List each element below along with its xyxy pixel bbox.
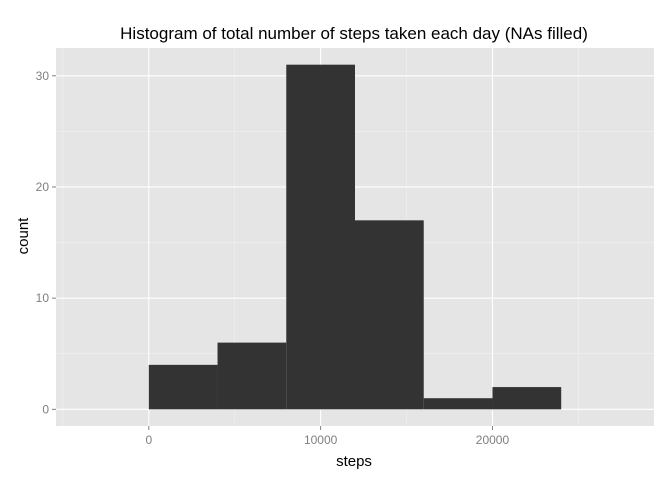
x-axis: 0 10000 20000 [145, 426, 509, 447]
chart-title: Histogram of total number of steps taken… [120, 24, 588, 43]
x-tick-label: 20000 [476, 433, 510, 447]
x-tick-label: 0 [145, 433, 152, 447]
histogram-bar [492, 387, 562, 410]
x-axis-label: steps [336, 453, 372, 470]
y-tick-label: 0 [42, 402, 49, 416]
y-tick-label: 20 [36, 180, 50, 194]
y-tick-label: 30 [36, 69, 50, 83]
histogram-bar [286, 64, 355, 410]
histogram-bars [148, 64, 562, 410]
histogram-bar [148, 364, 218, 410]
y-axis: 0 10 20 30 [36, 69, 56, 416]
y-axis-label: count [15, 217, 32, 255]
histogram-bar [423, 398, 493, 410]
histogram-bar [217, 342, 287, 410]
y-tick-label: 10 [36, 291, 50, 305]
histogram-bar [355, 220, 424, 410]
x-tick-label: 10000 [304, 433, 338, 447]
